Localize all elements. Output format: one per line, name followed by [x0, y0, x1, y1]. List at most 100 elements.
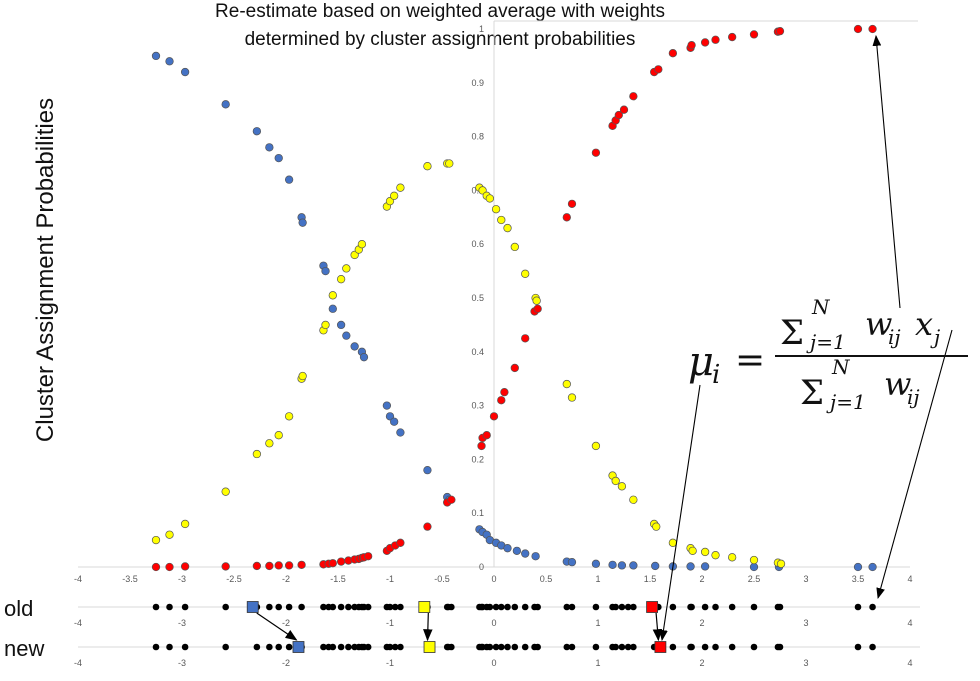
formula-numerator-x: x [915, 305, 933, 343]
blue-probability-point [651, 561, 660, 571]
blue-probability-point [350, 342, 359, 351]
probability-scatter-plot: -4 -3.5 -3 -2.5 -2 -1.5 -1 -0.5 0 0.5 1 1.5 2 2.5 3 3.5… [74, 20, 918, 584]
yellow-probability-point [497, 215, 506, 225]
formula-mu: μ [688, 339, 714, 385]
red-probability-point [619, 105, 629, 114]
red-probability-point [668, 49, 678, 58]
old-row-tick-label: 4 [907, 618, 912, 628]
new-row-data-point [688, 643, 695, 651]
blue-probability-point [328, 304, 337, 313]
new-row-data-point [504, 643, 511, 651]
yellow-probability-point [611, 476, 620, 486]
yellow-probability-point [165, 530, 174, 539]
formula-denominator-w: w [884, 365, 911, 403]
x-tick-label: 3 [803, 574, 808, 584]
old-row-data-point [181, 603, 189, 611]
red-probability-point [614, 110, 623, 120]
red-probability-point [396, 538, 405, 547]
yellow-probability-point [532, 296, 541, 305]
old-row-tick-label: 0 [491, 618, 496, 628]
old-row-data-point [266, 603, 273, 611]
red-probability-point [654, 65, 663, 74]
new-row-data-point [166, 643, 173, 651]
new-row-data-point [776, 643, 784, 651]
blue-probability-point [390, 417, 399, 426]
new-row-tick-label: -1 [386, 658, 394, 668]
new-red-mean-marker [654, 641, 667, 653]
new-row-data-point [222, 643, 229, 651]
blue-probability-point [531, 552, 540, 561]
formula-datapoints-arrow [876, 329, 953, 600]
old-row-data-point [688, 603, 695, 611]
new-row-data-point [624, 643, 632, 651]
weighted-mean-formula: μ i = Σ N j=1 w ij x j Σ N j=1 w ij [688, 295, 968, 414]
new-row-tick-label: 1 [595, 658, 600, 668]
red-probability-point [274, 561, 283, 570]
x-tick-label: 3.5 [852, 574, 865, 584]
new-row-data-point [266, 643, 273, 651]
old-row-data-point [630, 603, 637, 611]
old-row-label: old [4, 596, 34, 621]
new-row-data-point [391, 643, 399, 651]
formula-denominator-sum: Σ [800, 373, 824, 413]
old-row-data-point [486, 603, 494, 611]
yellow-probability-point [151, 535, 161, 545]
new-row-data-point [345, 643, 352, 651]
blue-probability-point [342, 331, 351, 340]
formula-numerator-x-subscript: j [930, 325, 940, 349]
yellow-probability-point [284, 412, 294, 421]
blue-probability-point [265, 143, 274, 152]
blue-probability-point [617, 561, 627, 570]
new-row-tick-label: -3 [178, 658, 186, 668]
yellow-probability-point [503, 223, 512, 233]
red-probability-point [297, 560, 306, 569]
yellow-probability-point [562, 379, 571, 389]
x-tick-label: -3.5 [122, 574, 138, 584]
formula-mu-subscript: i [712, 360, 720, 390]
yellow-probability-point [252, 449, 262, 459]
x-tick-label: -3 [178, 574, 186, 584]
blue-probability-point [686, 562, 695, 571]
yellow-probability-point [396, 183, 405, 192]
new-row-data-point [630, 643, 637, 651]
old-row-data-point [497, 603, 505, 611]
old-row-data-point [345, 603, 352, 611]
old-row-data-point [364, 603, 372, 611]
y-tick-label: 0.3 [471, 401, 484, 411]
blue-probability-point [591, 559, 601, 568]
y-tick-label: 0.1 [471, 508, 484, 518]
red-probability-point [165, 562, 174, 572]
red-probability-point [364, 552, 373, 561]
red-probability-point [447, 495, 456, 504]
old-row-data-point [511, 603, 519, 611]
blue-probability-point [151, 51, 161, 61]
x-tick-label: -1.5 [330, 574, 346, 584]
new-row-data-point [275, 643, 283, 651]
red-probability-point [477, 441, 486, 451]
x-tick-label: 0 [491, 574, 496, 584]
formula-new-mean-arrow [659, 384, 701, 642]
old-row-tick-label: -4 [74, 618, 82, 628]
old-row-data-point [448, 603, 455, 611]
old-row-data-point [285, 603, 293, 611]
old-row-data-point [298, 603, 305, 611]
new-row-data-point [486, 643, 494, 651]
blue-probability-point [629, 561, 638, 570]
yellow-probability-point [688, 546, 697, 556]
new-row-data-point [728, 643, 736, 651]
formula-numerator-sum: Σ [780, 313, 804, 353]
new-row-data-point [701, 643, 709, 651]
yellow-probability-point [180, 519, 190, 529]
yellow-probability-point [485, 194, 494, 203]
red-probability-point [868, 24, 877, 34]
blue-probability-point [512, 546, 522, 556]
formula-denominator-lower: j=1 [826, 390, 866, 414]
blue-probability-point [521, 549, 530, 558]
blue-probability-point [503, 544, 512, 553]
blue-probability-point [180, 67, 190, 77]
red-probability-point [180, 562, 190, 571]
x-tick-label: 1.5 [644, 574, 657, 584]
old-row-data-point [397, 603, 404, 611]
old-row-tick-label: 3 [803, 618, 808, 628]
